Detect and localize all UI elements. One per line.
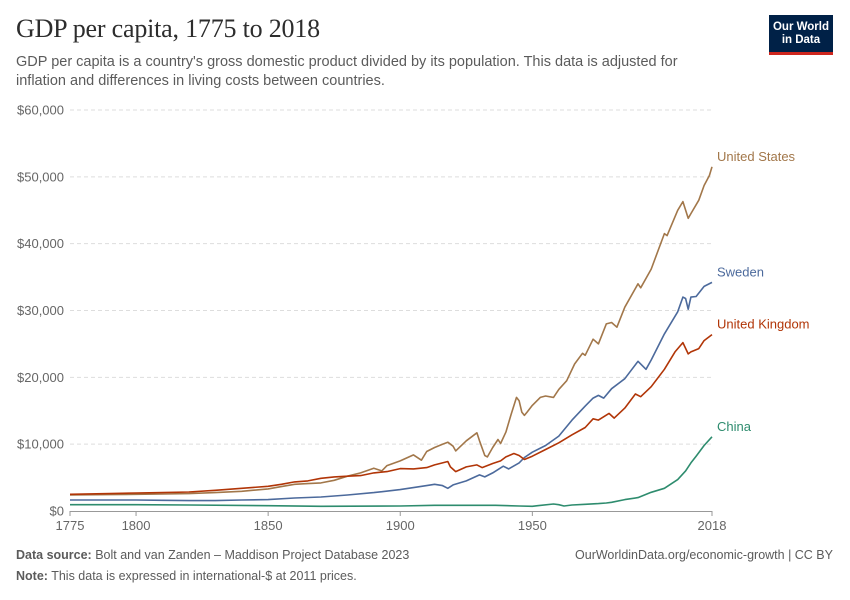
note-text: This data is expressed in international-… <box>47 569 357 583</box>
logo-line-1: Our World <box>772 20 829 33</box>
series-label-sweden[interactable]: Sweden <box>717 264 764 279</box>
series-label-united-states[interactable]: United States <box>717 149 796 164</box>
chart-subtitle: GDP per capita is a country's gross dome… <box>16 54 678 89</box>
series-label-china[interactable]: China <box>717 419 752 434</box>
note-label: Note: <box>16 569 48 583</box>
y-tick-label-0: $0 <box>50 504 64 519</box>
data-source: Data source: Bolt and van Zanden – Maddi… <box>16 548 409 562</box>
y-tick-label-40000: $40,000 <box>17 236 64 251</box>
x-tick-label-1850: 1850 <box>254 518 283 533</box>
chart-title: GDP per capita, 1775 to 2018 <box>16 14 320 43</box>
data-source-label: Data source: <box>16 548 92 562</box>
y-tick-label-50000: $50,000 <box>17 169 64 184</box>
series-line-united-states[interactable] <box>69 166 713 496</box>
x-tick-label-1775: 1775 <box>56 518 85 533</box>
x-axis: 1775 1800 1850 1900 1950 2018 <box>56 511 727 533</box>
series-labels: United States Sweden United Kingdom China <box>717 149 810 434</box>
y-tick-label-60000: $60,000 <box>17 103 64 118</box>
x-tick-label-1950: 1950 <box>518 518 547 533</box>
x-tick-label-1800: 1800 <box>122 518 151 533</box>
y-tick-label-10000: $10,000 <box>17 437 64 452</box>
series-line-china[interactable] <box>70 436 713 508</box>
series-label-united-kingdom[interactable]: United Kingdom <box>717 317 810 332</box>
source-url-link[interactable]: OurWorldinData.org/economic-growth | CC … <box>575 548 833 562</box>
x-tick-label-2018: 2018 <box>698 518 727 533</box>
y-tick-label-30000: $30,000 <box>17 303 64 318</box>
grid-layer: $0 $10,000 $20,000 $30,000 $40,000 $50,000 $60… <box>17 103 712 519</box>
series-line-sweden[interactable] <box>70 281 713 502</box>
data-source-text: Bolt and van Zanden – Maddison Project D… <box>91 548 410 562</box>
y-tick-label-20000: $20,000 <box>17 370 64 385</box>
series-layer <box>69 166 713 508</box>
series-line-united-kingdom[interactable] <box>69 333 713 496</box>
data-note: Note: This data is expressed in internat… <box>16 569 357 583</box>
logo-line-2: in Data <box>781 33 821 46</box>
owid-logo[interactable]: Our World in Data <box>769 15 833 55</box>
x-tick-label-1900: 1900 <box>386 518 415 533</box>
